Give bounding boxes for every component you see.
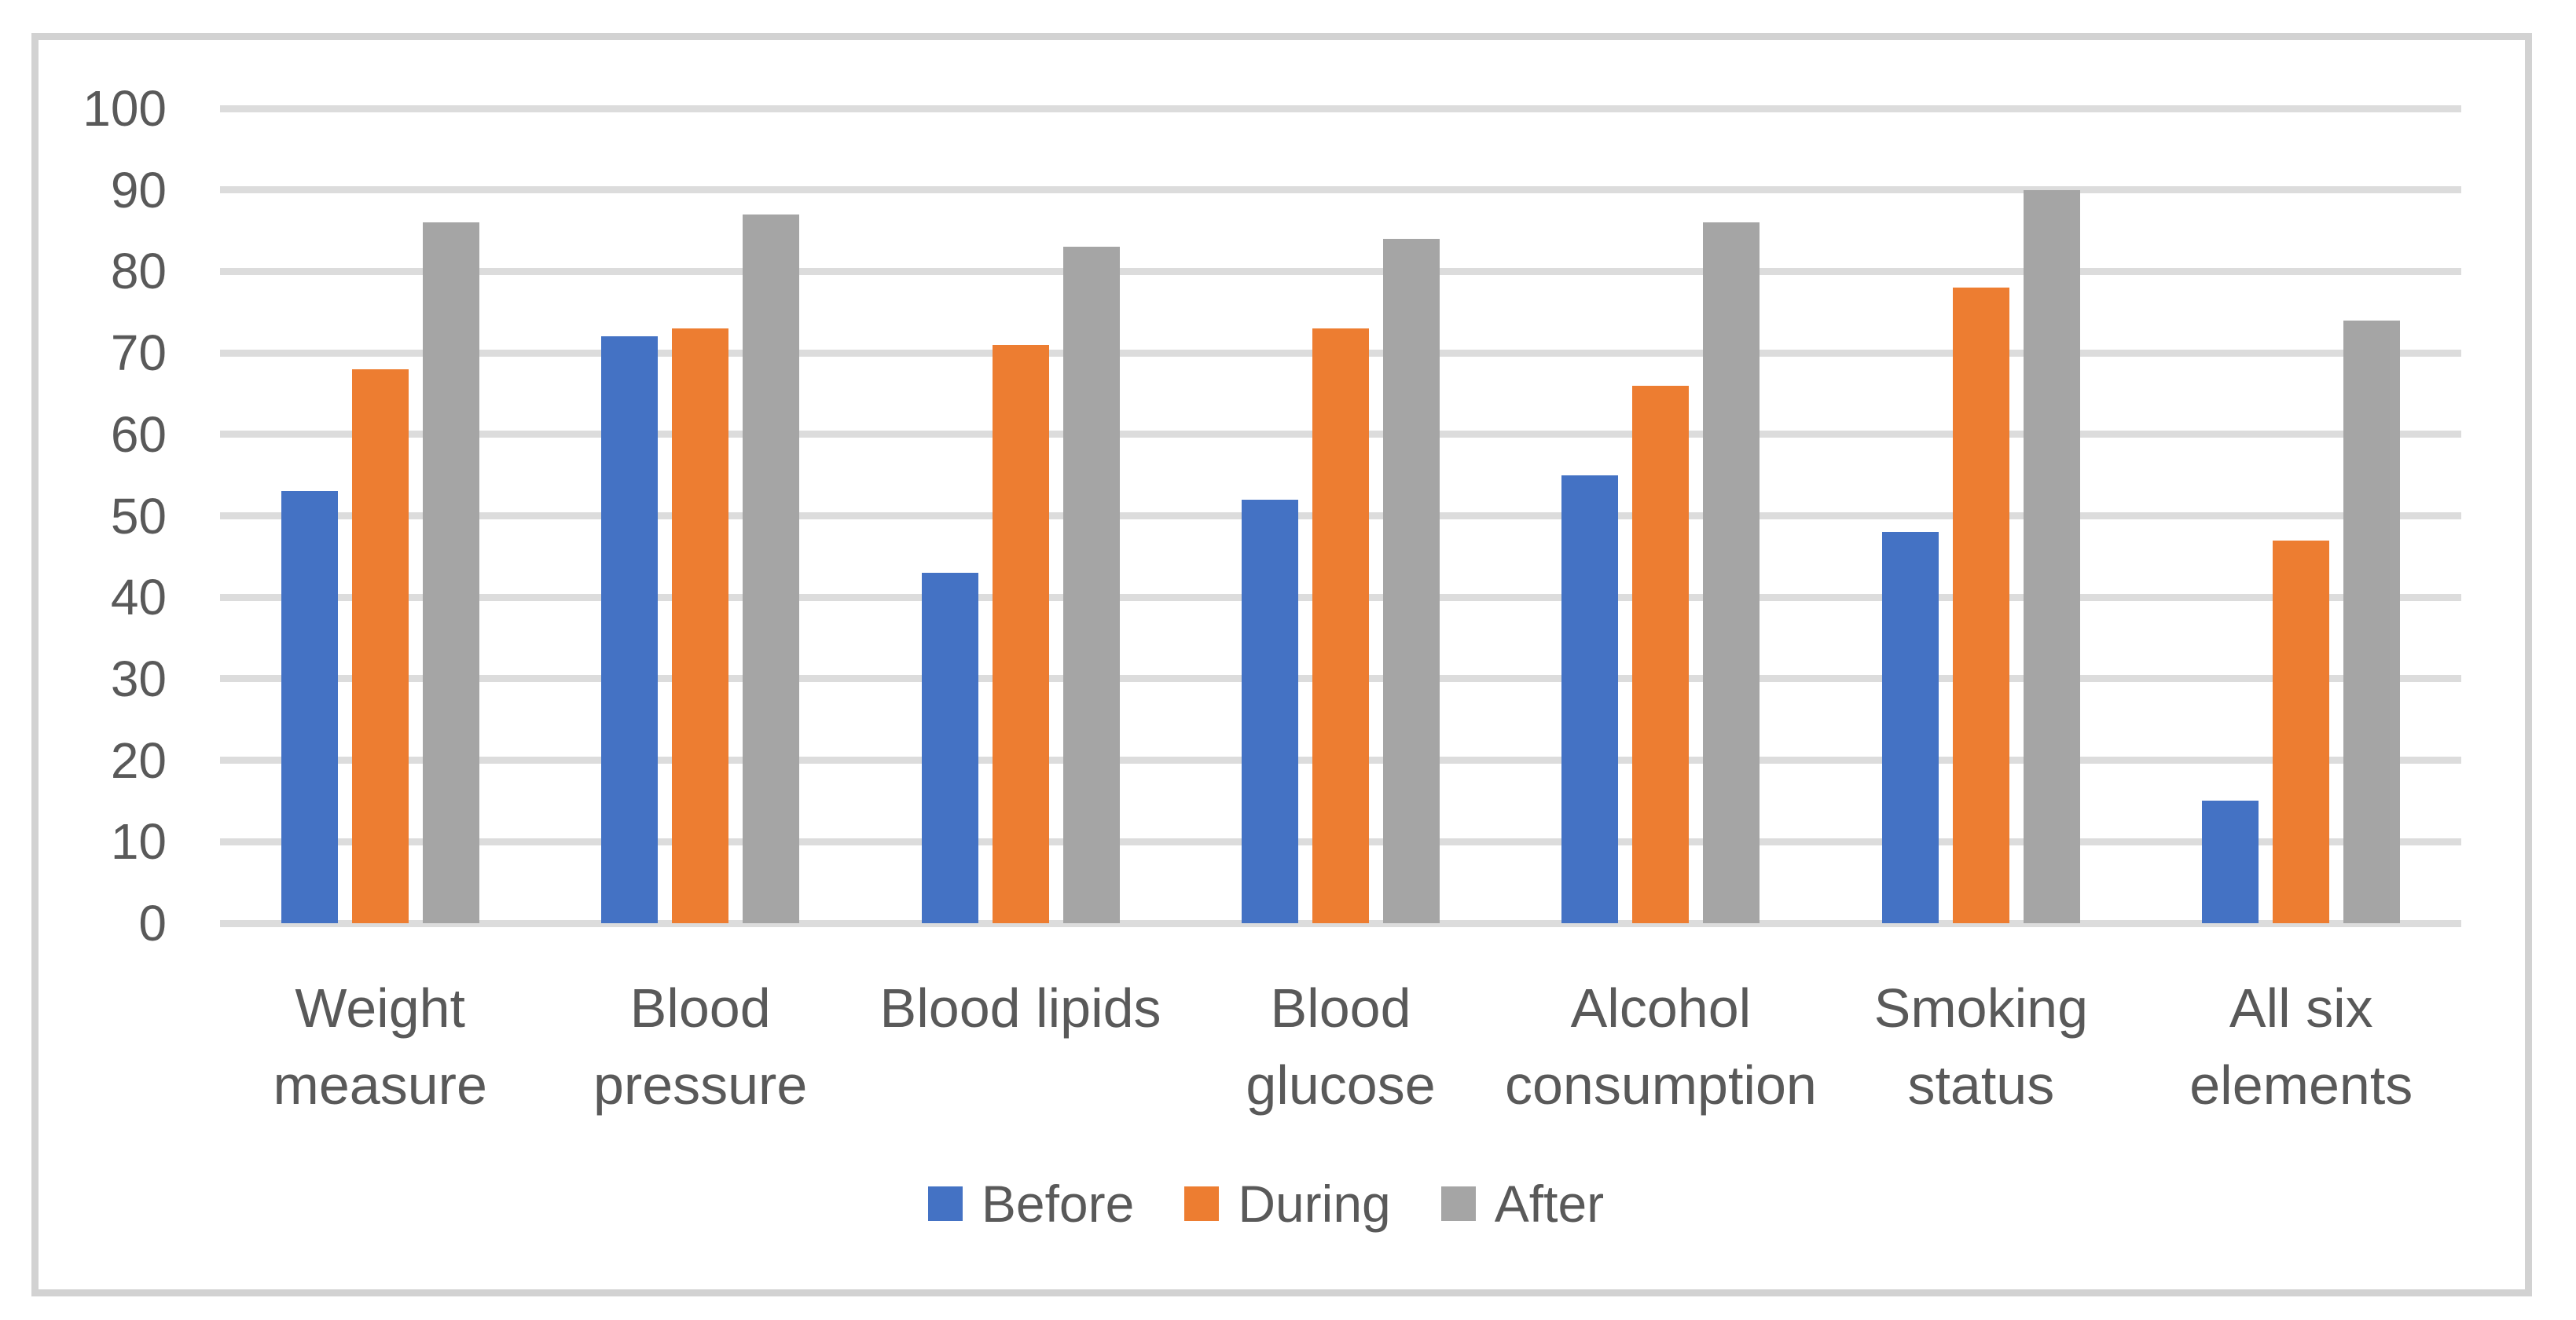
bar-before-blood-pressure — [601, 336, 659, 923]
bar-during-all-six-elements — [2273, 540, 2330, 923]
y-tick-label-0: 0 — [138, 895, 167, 952]
legend-item-before: Before — [927, 1175, 1135, 1233]
bar-during-blood-lipids — [992, 344, 1049, 923]
category-label-blood-glucose: Blood glucose — [1246, 977, 1436, 1116]
gridline-100 — [220, 104, 2461, 112]
legend-item-during: During — [1184, 1175, 1391, 1233]
bar-during-blood-pressure — [672, 328, 729, 923]
bar-before-smoking-status — [1881, 532, 1939, 923]
bar-after-all-six-elements — [2343, 320, 2401, 923]
bar-after-blood-glucose — [1383, 238, 1440, 923]
legend-item-after: After — [1440, 1175, 1605, 1233]
bar-during-blood-glucose — [1312, 328, 1369, 923]
legend-swatch-during — [1184, 1186, 1220, 1221]
y-tick-label-60: 60 — [110, 405, 167, 463]
y-tick-label-50: 50 — [110, 487, 167, 544]
y-tick-label-70: 70 — [110, 324, 167, 382]
y-tick-label-90: 90 — [110, 161, 167, 218]
bar-after-smoking-status — [2023, 189, 2080, 923]
legend-swatch-after — [1440, 1186, 1476, 1221]
bar-during-smoking-status — [1952, 288, 2009, 923]
gridline-80 — [220, 267, 2461, 275]
bar-during-weight-measure — [351, 368, 409, 923]
bar-before-all-six-elements — [2202, 801, 2259, 923]
legend-label-during: During — [1238, 1175, 1391, 1233]
legend-label-before: Before — [981, 1175, 1135, 1233]
category-label-weight-measure: Weight measure — [273, 977, 487, 1116]
category-label-alcohol-consumption: Alcohol consumption — [1504, 977, 1817, 1116]
y-tick-label-10: 10 — [110, 813, 167, 871]
y-tick-label-30: 30 — [110, 650, 167, 707]
category-label-all-six-elements: All six elements — [2189, 977, 2413, 1116]
bar-after-weight-measure — [422, 222, 479, 923]
legend-swatch-before — [927, 1186, 963, 1221]
bar-before-weight-measure — [281, 491, 338, 923]
category-label-smoking-status: Smoking status — [1873, 977, 2089, 1116]
bar-after-alcohol-consumption — [1703, 222, 1760, 923]
bar-during-alcohol-consumption — [1632, 385, 1690, 923]
y-tick-label-100: 100 — [83, 80, 167, 137]
y-tick-label-80: 80 — [110, 243, 167, 300]
category-label-blood-lipids: Blood lipids — [879, 977, 1161, 1039]
legend: Before During After — [0, 1172, 2532, 1235]
gridline-90 — [220, 186, 2461, 194]
bar-before-blood-glucose — [1242, 499, 1298, 923]
y-tick-label-40: 40 — [110, 569, 167, 626]
y-tick-label-20: 20 — [110, 732, 167, 789]
bar-before-alcohol-consumption — [1561, 475, 1619, 923]
bar-after-blood-pressure — [743, 214, 800, 923]
bar-after-blood-lipids — [1062, 247, 1120, 923]
category-label-blood-pressure: Blood pressure — [593, 977, 808, 1116]
bar-before-blood-lipids — [921, 573, 978, 923]
gridline-0 — [220, 919, 2461, 927]
legend-label-after: After — [1494, 1175, 1605, 1233]
